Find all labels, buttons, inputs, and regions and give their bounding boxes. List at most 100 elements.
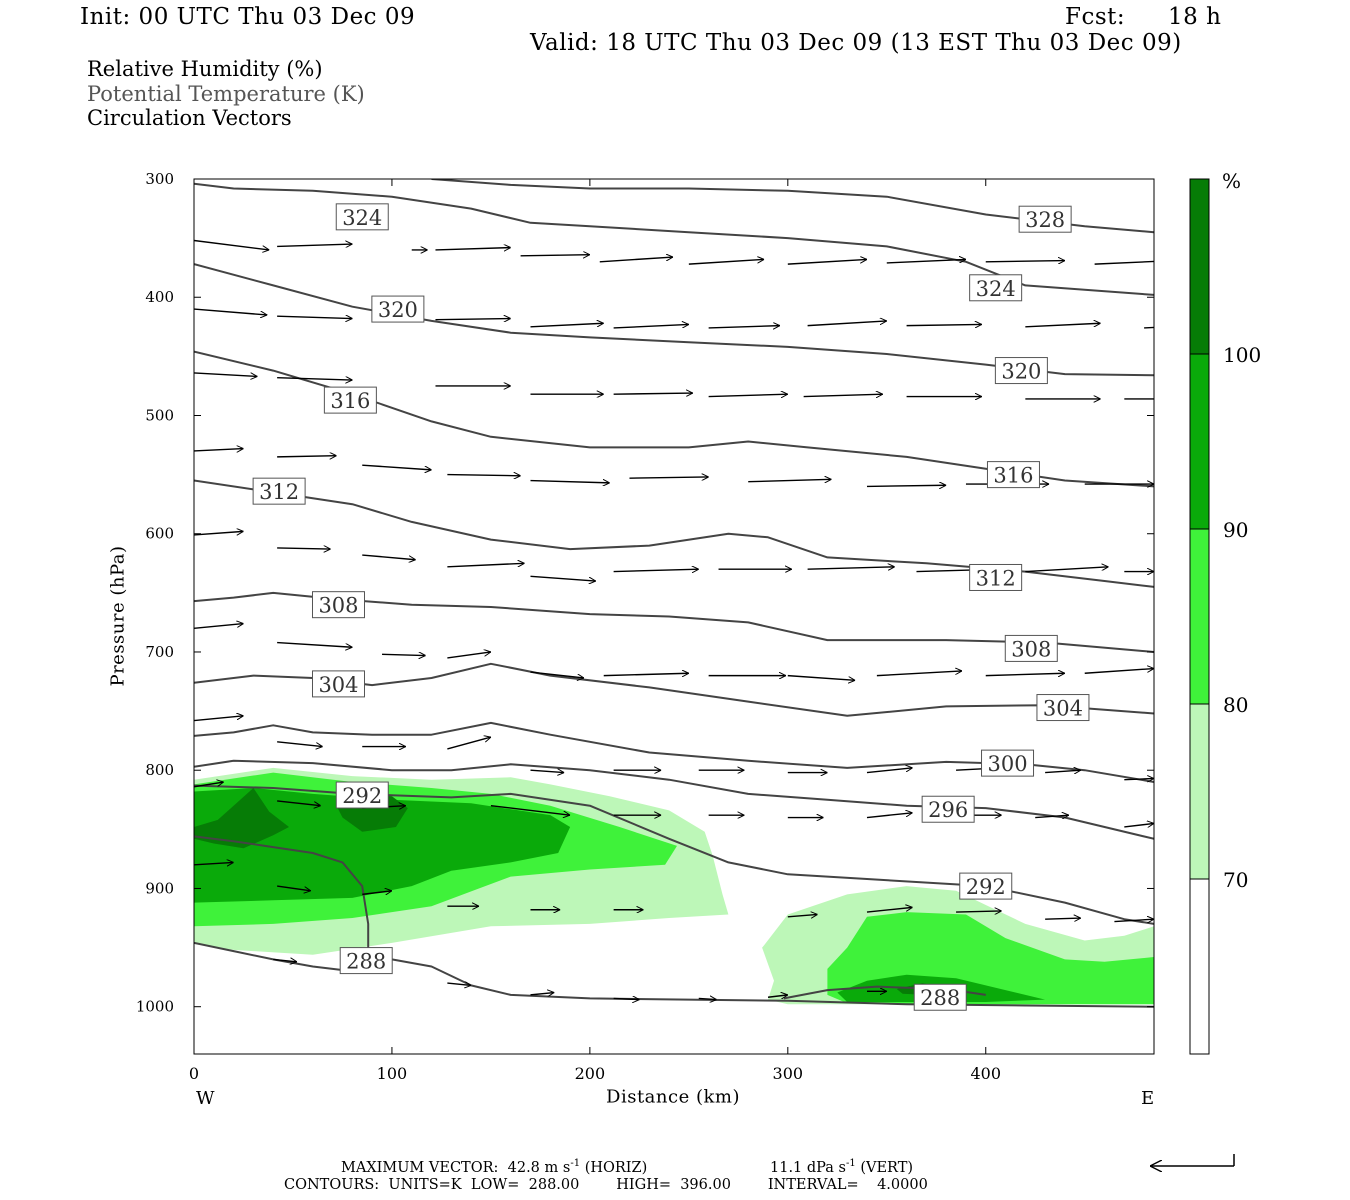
contour-label: 312 xyxy=(259,480,299,504)
circulation-vector xyxy=(530,993,554,995)
circulation-vector xyxy=(613,998,640,999)
circulation-vector xyxy=(194,239,269,249)
y-tick-label: 1000 xyxy=(136,998,174,1016)
humidity-fill-layer xyxy=(194,767,1154,1005)
west-label: W xyxy=(196,1088,215,1109)
theta-contour-308 xyxy=(194,591,1154,653)
contour-label: 300 xyxy=(987,752,1027,776)
colorbar-tick-label: 100 xyxy=(1223,343,1261,367)
circulation-vector xyxy=(985,261,1065,262)
circulation-vector xyxy=(530,671,583,678)
circulation-vector xyxy=(886,259,966,264)
contour-label: 316 xyxy=(993,464,1033,488)
circulation-vector xyxy=(1144,326,1154,329)
contour-label-box xyxy=(1036,694,1090,722)
y-tick-label: 700 xyxy=(145,643,174,661)
circulation-vector xyxy=(906,324,982,325)
x-tick-label: 100 xyxy=(377,1064,408,1083)
circulation-vector xyxy=(530,481,609,483)
init-time: Init: 00 UTC Thu 03 Dec 09 xyxy=(80,4,416,30)
circulation-vector xyxy=(956,911,1002,912)
circulation-vector xyxy=(194,782,224,788)
colorbar-unit: % xyxy=(1222,169,1242,193)
forecast-hour: 18 h xyxy=(1168,4,1222,30)
circulation-vector xyxy=(447,563,524,568)
contour-label: 292 xyxy=(966,875,1006,899)
contour-label-box xyxy=(1004,634,1058,662)
circulation-vector xyxy=(1124,823,1154,827)
valid-time: Valid: 18 UTC Thu 03 Dec 09 (13 EST Thu … xyxy=(530,30,1182,56)
colorbar-band xyxy=(1190,354,1209,529)
contour-info: CONTOURS: UNITS=K LOW= 288.00 HIGH= 396.… xyxy=(284,1177,928,1193)
max-horizontal-unit: (HORIZ) xyxy=(584,1159,648,1176)
contour-label: 324 xyxy=(976,277,1016,301)
rh-region-100 xyxy=(194,788,289,849)
contour-label-box xyxy=(323,386,377,414)
circulation-vector xyxy=(530,323,603,328)
legend-potential-temperature: Potential Temperature (K) xyxy=(87,82,365,106)
circulation-vector xyxy=(277,641,352,648)
circulation-vector xyxy=(807,567,895,569)
circulation-vector xyxy=(803,394,883,396)
circulation-vector xyxy=(447,652,491,659)
contour-label: 288 xyxy=(346,950,386,974)
contour-label: 308 xyxy=(1011,637,1051,661)
colorbar-tick-label: 70 xyxy=(1223,868,1248,892)
contour-label-box xyxy=(969,563,1023,591)
contour-label: 296 xyxy=(928,798,968,822)
max-horizontal-vector: 42.8 m s xyxy=(507,1159,571,1176)
vector-layer xyxy=(194,239,1154,999)
x-tick-label: 400 xyxy=(970,1064,1001,1083)
circulation-vector xyxy=(599,257,673,263)
contour-label-box xyxy=(921,795,975,823)
circulation-vector xyxy=(1045,770,1081,772)
circulation-vector xyxy=(277,456,336,457)
east-label: E xyxy=(1141,1088,1155,1109)
circulation-vector xyxy=(435,319,510,320)
circulation-vector xyxy=(1153,259,1154,261)
circulation-vector xyxy=(787,259,867,265)
circulation-vector xyxy=(1035,815,1069,817)
circulation-vector xyxy=(1094,260,1154,265)
circulation-vector xyxy=(520,255,590,256)
circulation-vector xyxy=(194,308,267,315)
legend-circulation-vectors: Circulation Vectors xyxy=(87,106,292,130)
circulation-vector xyxy=(708,326,780,328)
circulation-vector xyxy=(698,998,717,999)
contour-label-box xyxy=(1018,205,1072,233)
circulation-vector xyxy=(490,804,570,815)
circulation-vector xyxy=(767,995,788,997)
max-vertical-vector: 11.1 dPa s xyxy=(770,1159,846,1176)
circulation-vector xyxy=(866,813,913,819)
contour-label-box xyxy=(371,295,425,323)
x-tick-label: 300 xyxy=(773,1064,804,1083)
x-tick-label: 0 xyxy=(189,1064,199,1083)
circulation-vector xyxy=(866,485,946,486)
circulation-vector xyxy=(362,464,431,470)
theta-contour-288 xyxy=(194,835,370,957)
colorbar-band xyxy=(1190,529,1209,704)
contour-label: 304 xyxy=(318,673,358,697)
reference-vector xyxy=(1150,1154,1235,1166)
contour-label-box xyxy=(252,477,306,505)
circulation-vector xyxy=(277,378,352,380)
circulation-vector xyxy=(277,548,330,549)
circulation-vector xyxy=(447,983,471,985)
y-tick-label: 600 xyxy=(145,525,174,543)
circulation-vector xyxy=(688,259,764,265)
circulation-vector xyxy=(866,907,913,913)
contour-label: 312 xyxy=(976,566,1016,590)
contour-label: 320 xyxy=(378,298,418,322)
circulation-vector xyxy=(273,959,297,961)
circulation-vector xyxy=(1025,567,1108,573)
circulation-vector xyxy=(382,654,426,655)
contour-label-box xyxy=(311,591,365,619)
circulation-vector xyxy=(277,244,352,246)
contour-label-box xyxy=(335,203,389,231)
contour-label: 324 xyxy=(342,206,382,230)
x-axis-label: Distance (km) xyxy=(606,1086,740,1108)
y-axis-label: Pressure (hPa) xyxy=(107,545,129,687)
circulation-vector xyxy=(629,477,708,478)
contour-label-layer: 324 328 324 320 320 316 316 312 312 308 308 304 304 3… xyxy=(252,203,1090,1011)
circulation-vector xyxy=(1124,778,1154,779)
